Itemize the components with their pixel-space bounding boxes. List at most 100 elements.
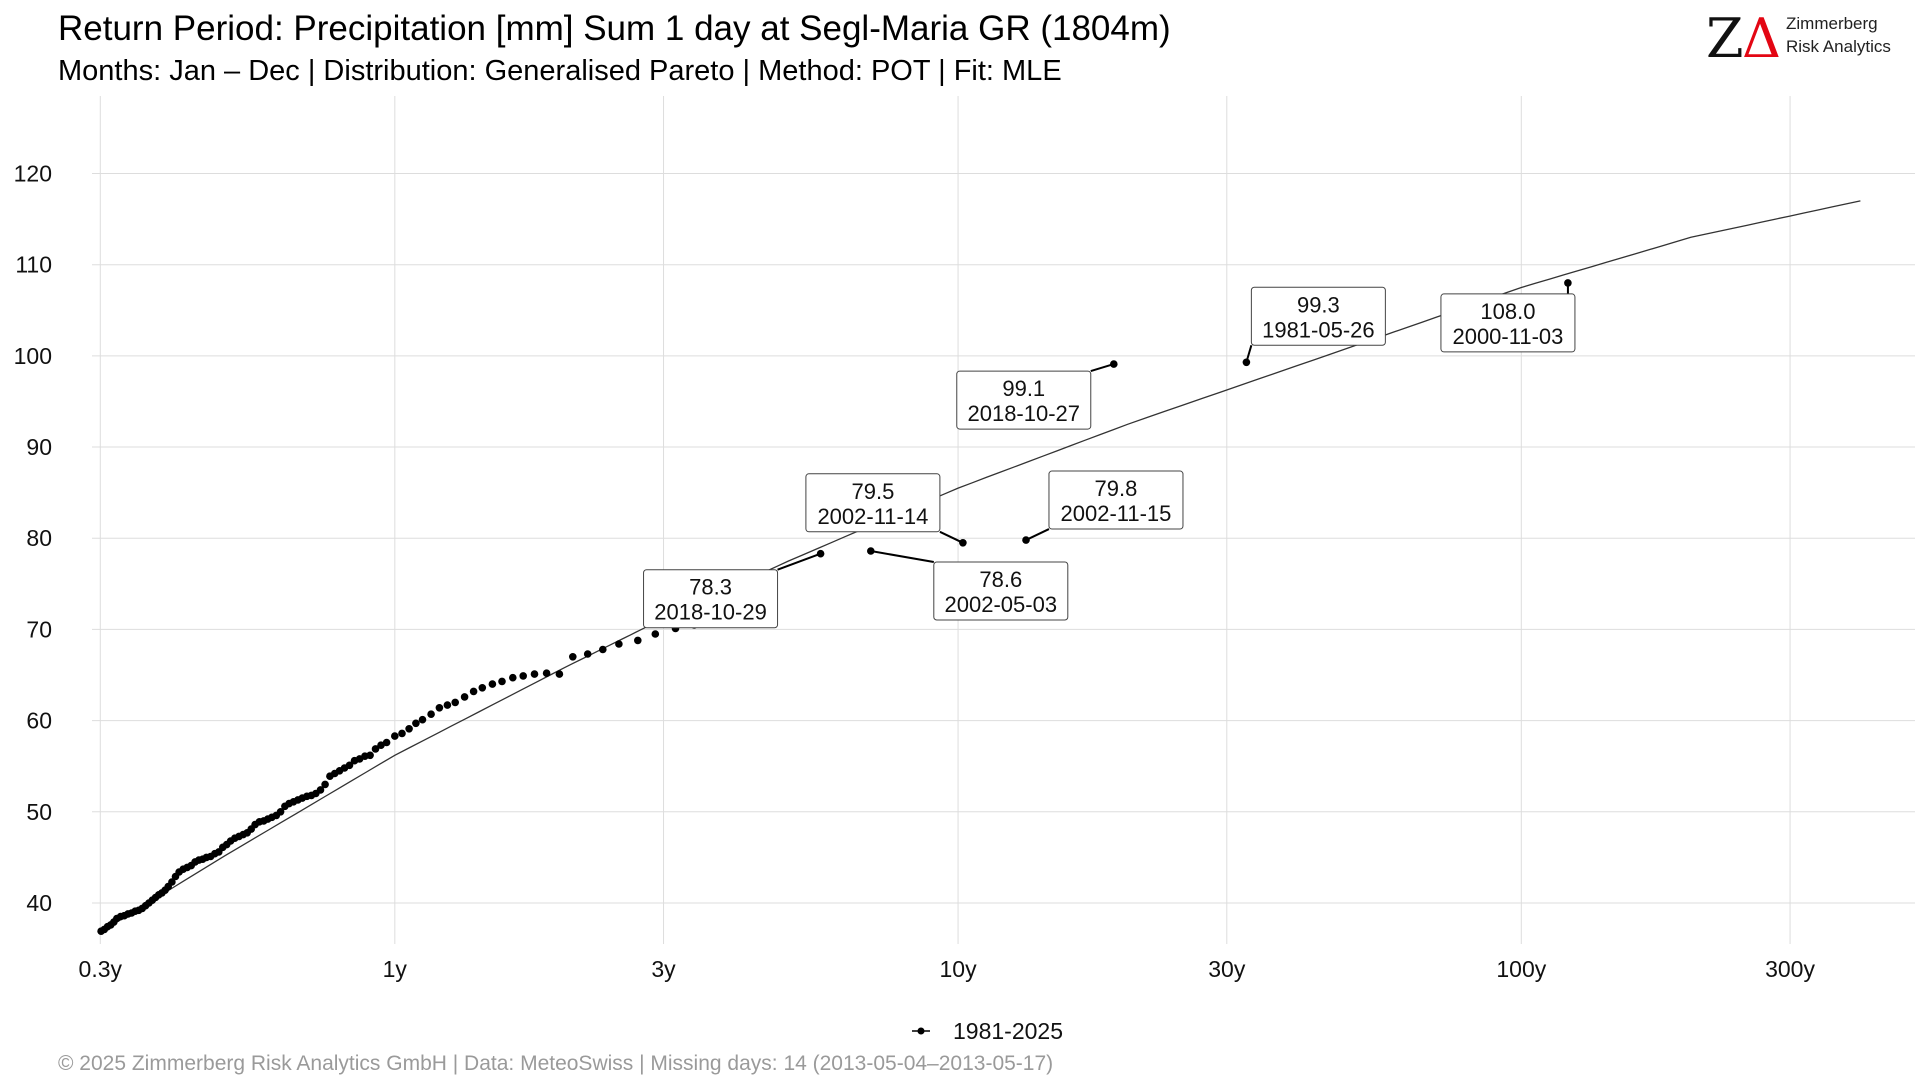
data-point xyxy=(412,719,420,728)
annotation-date: 2018-10-27 xyxy=(967,401,1080,426)
x-tick-label: 100y xyxy=(1496,956,1546,982)
y-tick-label: 110 xyxy=(15,252,52,278)
y-axis-ticks: 40 50 60 70 80 90 100 110 120 xyxy=(14,161,52,916)
data-point xyxy=(509,673,517,682)
data-point xyxy=(530,670,539,678)
data-point xyxy=(418,715,427,724)
data-point xyxy=(867,547,875,555)
data-point xyxy=(405,725,413,733)
annotations: 78.32018-10-2979.52002-11-1478.62002-05-… xyxy=(643,282,1576,629)
data-point xyxy=(460,693,469,701)
x-tick-label: 1y xyxy=(383,956,408,982)
data-point xyxy=(651,630,660,638)
data-point xyxy=(519,672,527,680)
data-point xyxy=(555,670,564,678)
logo-text-line2: Risk Analytics xyxy=(1786,37,1891,56)
y-tick-label: 50 xyxy=(26,799,52,825)
legend: 1981-2025 xyxy=(912,1018,1063,1044)
data-point xyxy=(451,698,460,707)
brand-logo: Z Δ Zimmerberg Risk Analytics xyxy=(1706,7,1891,70)
data-point xyxy=(382,738,391,747)
data-point xyxy=(443,701,452,709)
data-point xyxy=(398,729,406,738)
data-point xyxy=(569,653,577,661)
data-point xyxy=(371,745,380,753)
annotation-connector xyxy=(777,552,821,571)
annotation-box xyxy=(1048,470,1184,530)
x-axis-ticks: 0.3y 1y 3y 10y 30y 100y 300y xyxy=(79,956,1816,982)
data-point xyxy=(599,645,607,654)
y-tick-label: 100 xyxy=(14,343,52,369)
logo-mark-delta: Δ xyxy=(1742,7,1781,70)
annotation-value: 79.5 xyxy=(851,479,894,504)
data-point xyxy=(478,684,487,692)
annotation-connector xyxy=(1025,528,1050,541)
annotation-date: 2018-10-29 xyxy=(654,600,767,625)
x-tick-label: 300y xyxy=(1765,956,1815,982)
legend-marker xyxy=(917,1027,925,1035)
annotation-date: 2002-05-03 xyxy=(945,592,1058,617)
x-tick-label: 30y xyxy=(1208,956,1246,982)
annotation-value: 99.3 xyxy=(1297,292,1340,317)
y-tick-label: 60 xyxy=(26,708,52,734)
data-point xyxy=(583,650,592,658)
annotation-connector xyxy=(1090,363,1115,373)
y-tick-label: 120 xyxy=(14,161,52,187)
x-tick-label: 3y xyxy=(651,956,676,982)
data-point xyxy=(1564,279,1572,287)
chart-subtitle: Months: Jan – Dec | Distribution: Genera… xyxy=(58,55,1062,87)
y-tick-label: 40 xyxy=(26,890,52,916)
data-point xyxy=(615,640,623,648)
legend-label: 1981-2025 xyxy=(953,1018,1063,1044)
data-point xyxy=(276,808,285,816)
annotation-box xyxy=(1250,286,1386,346)
data-point xyxy=(1242,358,1251,367)
annotation-value: 79.8 xyxy=(1095,476,1138,501)
data-point xyxy=(542,669,551,677)
data-point xyxy=(427,710,435,718)
data-point xyxy=(1110,360,1118,368)
y-tick-label: 80 xyxy=(26,525,52,551)
annotation-box xyxy=(933,561,1069,621)
x-tick-label: 0.3y xyxy=(79,956,123,982)
annotation-date: 2002-11-15 xyxy=(1061,501,1172,526)
caption: © 2025 Zimmerberg Risk Analytics GmbH | … xyxy=(58,1052,1053,1075)
data-point xyxy=(345,761,354,770)
annotation-box xyxy=(643,569,779,629)
annotation-value: 78.6 xyxy=(979,567,1022,592)
data-point xyxy=(435,704,444,712)
annotation-value: 99.1 xyxy=(1002,376,1045,401)
annotation-box xyxy=(805,473,941,533)
annotation-connector xyxy=(870,550,934,563)
annotation-date: 1981-05-26 xyxy=(1262,317,1375,342)
data-point xyxy=(498,677,506,686)
chart-title: Return Period: Precipitation [mm] Sum 1 … xyxy=(58,9,1171,48)
logo-text-line1: Zimmerberg xyxy=(1786,14,1878,33)
annotation-date: 2002-11-14 xyxy=(817,504,928,529)
logo-mark-z: Z xyxy=(1706,7,1744,70)
data-points xyxy=(97,279,1572,935)
annotation-connector xyxy=(1245,344,1253,363)
annotation-value: 108.0 xyxy=(1480,299,1535,324)
data-point xyxy=(316,786,325,794)
y-tick-label: 70 xyxy=(26,616,52,642)
annotation-box xyxy=(956,370,1092,430)
annotation-value: 78.3 xyxy=(689,575,732,600)
grid xyxy=(92,96,1915,944)
x-tick-label: 10y xyxy=(940,956,978,982)
annotation-connector xyxy=(939,530,964,544)
data-point xyxy=(469,687,478,696)
data-point xyxy=(488,680,497,688)
annotation-date: 2000-11-03 xyxy=(1452,324,1563,349)
annotation-box xyxy=(1440,293,1576,353)
data-point xyxy=(366,751,374,760)
data-point xyxy=(168,878,176,886)
